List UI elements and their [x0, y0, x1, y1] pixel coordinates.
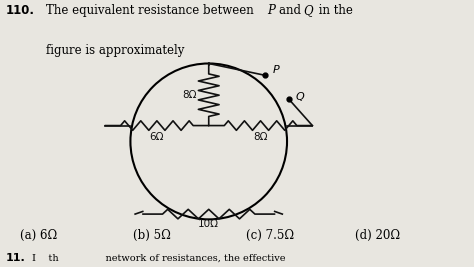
Text: 11.: 11.	[6, 253, 26, 263]
Text: 10Ω: 10Ω	[198, 219, 219, 229]
Text: (a) 6Ω: (a) 6Ω	[20, 229, 57, 242]
Text: 6Ω: 6Ω	[150, 132, 164, 142]
Text: 110.: 110.	[6, 4, 35, 17]
Text: P: P	[268, 4, 275, 17]
Text: Q: Q	[303, 4, 312, 17]
Text: 8Ω: 8Ω	[253, 132, 268, 142]
Text: and: and	[279, 4, 305, 17]
Text: (b) 5Ω: (b) 5Ω	[133, 229, 171, 242]
Text: P: P	[273, 65, 279, 75]
Text: (d) 20Ω: (d) 20Ω	[355, 229, 400, 242]
Text: I    th               network of resistances, the effective: I th network of resistances, the effecti…	[32, 254, 285, 263]
Text: figure is approximately: figure is approximately	[46, 44, 184, 57]
Text: (c) 7.5Ω: (c) 7.5Ω	[246, 229, 294, 242]
Text: The equivalent resistance between: The equivalent resistance between	[46, 4, 258, 17]
Text: 8Ω: 8Ω	[182, 90, 197, 100]
Text: in the: in the	[315, 4, 353, 17]
Text: Q: Q	[296, 92, 305, 103]
